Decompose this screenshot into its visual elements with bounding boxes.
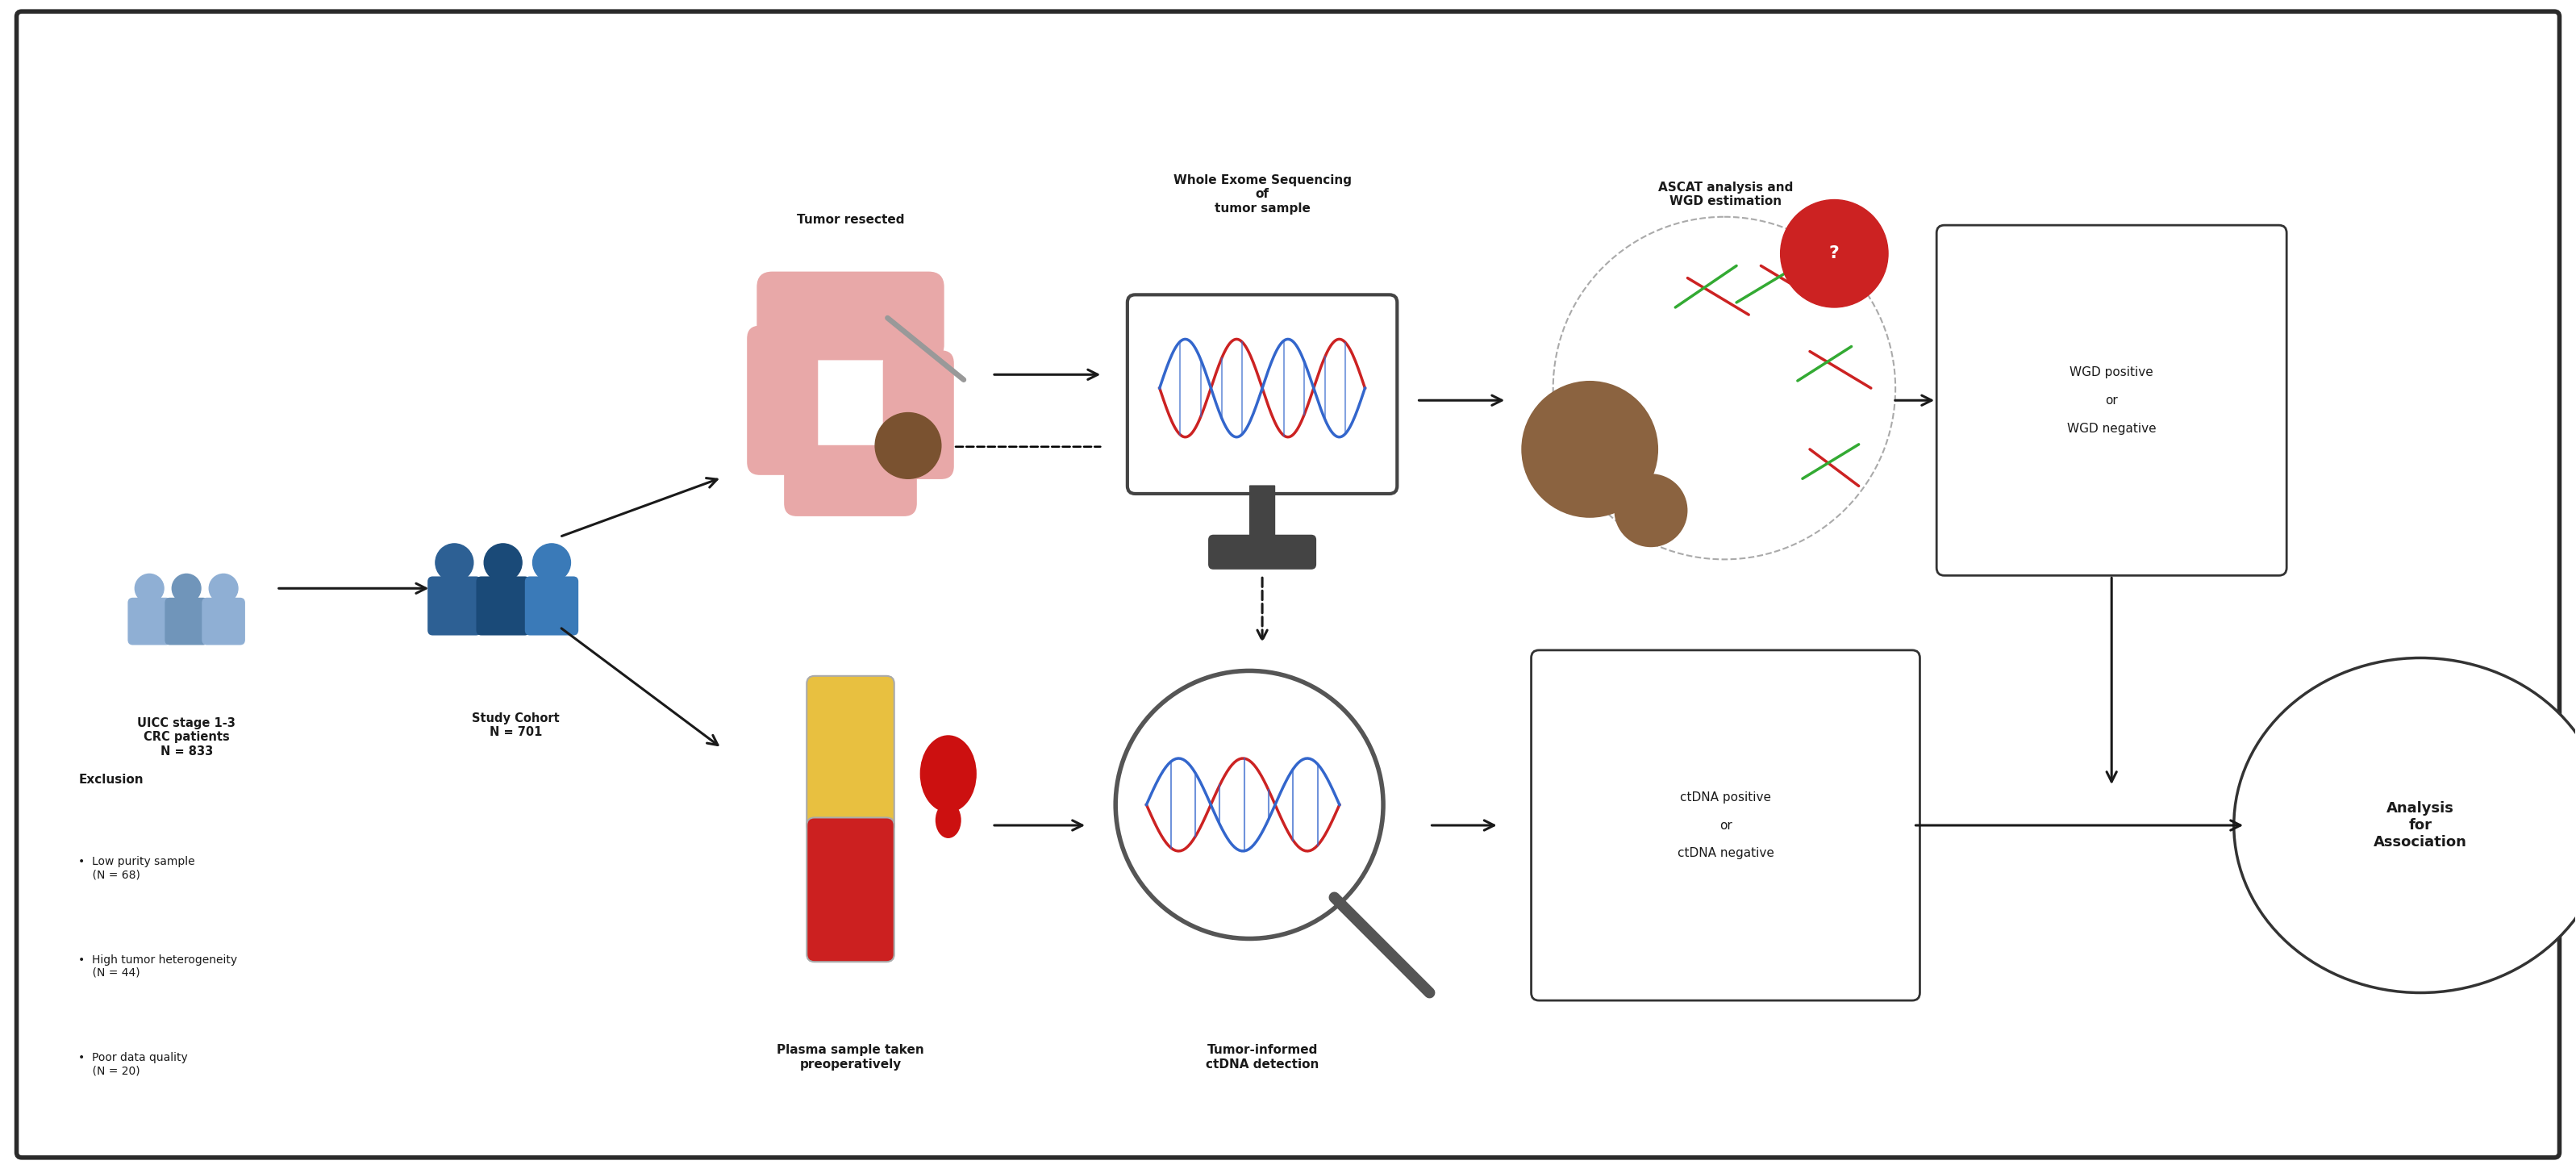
Text: •  High tumor heterogeneity
    (N = 44): • High tumor heterogeneity (N = 44)	[77, 954, 237, 978]
Text: Plasma sample taken
preoperatively: Plasma sample taken preoperatively	[778, 1044, 925, 1070]
Text: WGD positive

or

WGD negative: WGD positive or WGD negative	[2066, 366, 2156, 435]
FancyBboxPatch shape	[1530, 650, 1919, 1001]
Ellipse shape	[2233, 658, 2576, 992]
Circle shape	[173, 574, 201, 603]
Text: ASCAT analysis and
WGD estimation: ASCAT analysis and WGD estimation	[1659, 181, 1793, 207]
Text: ?: ?	[1829, 245, 1839, 262]
Text: Tumor resected: Tumor resected	[796, 214, 904, 226]
FancyBboxPatch shape	[1249, 485, 1275, 540]
FancyBboxPatch shape	[806, 676, 894, 833]
Ellipse shape	[935, 802, 961, 838]
Text: Exclusion: Exclusion	[77, 774, 144, 786]
FancyBboxPatch shape	[757, 271, 945, 360]
Text: Study Cohort
N = 701: Study Cohort N = 701	[471, 712, 559, 738]
FancyBboxPatch shape	[428, 576, 482, 636]
FancyBboxPatch shape	[477, 576, 531, 636]
FancyBboxPatch shape	[15, 12, 2561, 1157]
Circle shape	[1780, 200, 1888, 307]
Text: Tumor-informed
ctDNA detection: Tumor-informed ctDNA detection	[1206, 1044, 1319, 1070]
FancyBboxPatch shape	[1937, 226, 2287, 575]
FancyBboxPatch shape	[1208, 534, 1316, 569]
FancyBboxPatch shape	[526, 576, 580, 636]
Text: •  Low purity sample
    (N = 68): • Low purity sample (N = 68)	[77, 856, 196, 880]
Circle shape	[876, 413, 940, 478]
Circle shape	[209, 574, 237, 603]
FancyBboxPatch shape	[201, 597, 245, 645]
Text: •  Poor data quality
    (N = 20): • Poor data quality (N = 20)	[77, 1052, 188, 1077]
FancyBboxPatch shape	[129, 597, 170, 645]
FancyBboxPatch shape	[1128, 295, 1396, 493]
Text: ctDNA positive

or

ctDNA negative: ctDNA positive or ctDNA negative	[1677, 791, 1775, 859]
Circle shape	[1522, 381, 1659, 518]
FancyBboxPatch shape	[747, 326, 819, 475]
Circle shape	[533, 544, 569, 581]
Circle shape	[1115, 671, 1383, 939]
Text: UICC stage 1-3
CRC patients
N = 833: UICC stage 1-3 CRC patients N = 833	[137, 717, 234, 758]
Circle shape	[1615, 473, 1687, 547]
Text: Analysis
for
Association: Analysis for Association	[2372, 801, 2468, 850]
FancyBboxPatch shape	[806, 817, 894, 962]
Circle shape	[484, 544, 523, 581]
FancyBboxPatch shape	[884, 351, 953, 479]
FancyBboxPatch shape	[165, 597, 209, 645]
FancyBboxPatch shape	[783, 445, 917, 517]
Text: Whole Exome Sequencing
of
tumor sample: Whole Exome Sequencing of tumor sample	[1172, 174, 1352, 214]
Circle shape	[134, 574, 165, 603]
Circle shape	[435, 544, 474, 581]
Ellipse shape	[920, 735, 976, 812]
Circle shape	[1553, 216, 1896, 560]
